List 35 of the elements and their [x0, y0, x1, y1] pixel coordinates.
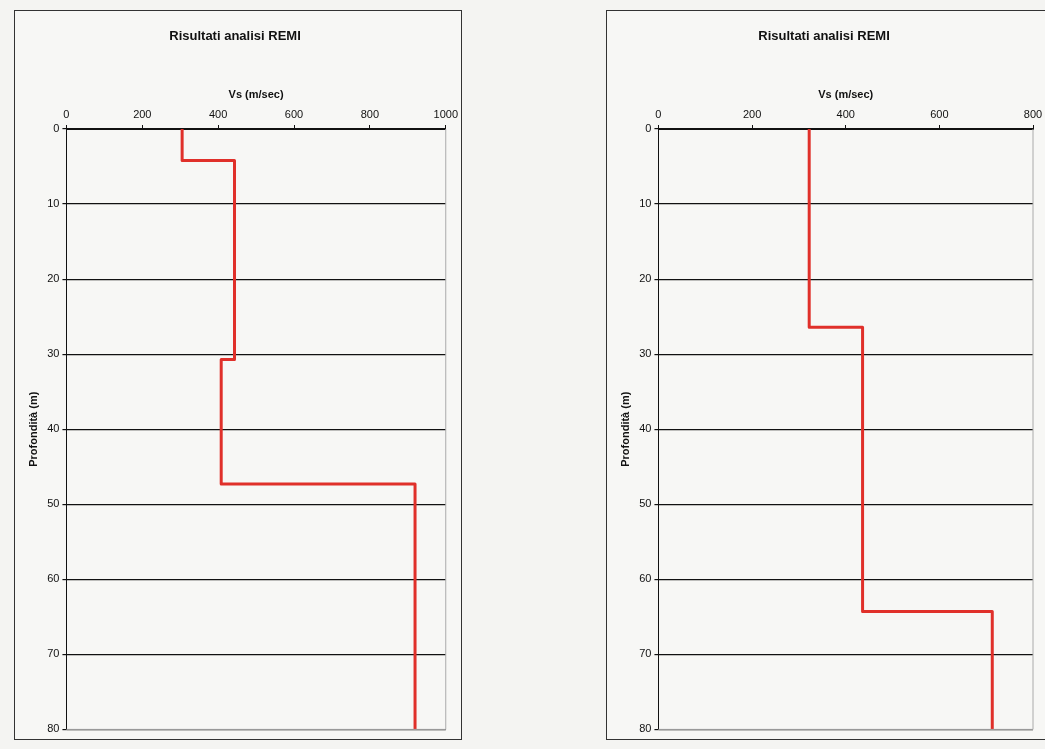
x-tick-label: 800 [1023, 108, 1043, 121]
y-tick-label: 10 [639, 197, 652, 210]
y-tick-label: 50 [47, 497, 60, 510]
y-tick-label: 30 [639, 347, 652, 360]
x-axis-title: Vs (m/sec) [818, 88, 874, 101]
x-tick-label: 400 [208, 108, 228, 121]
y-tick-label: 0 [645, 122, 652, 135]
y-axis-title: Profondità (m) [26, 391, 39, 467]
y-tick-label: 20 [639, 272, 652, 285]
x-tick-label: 200 [133, 108, 152, 121]
y-tick-label: 80 [639, 722, 652, 735]
x-tick-label: 200 [742, 108, 762, 121]
y-tick-label: 40 [47, 422, 60, 435]
y-tick-label: 60 [639, 572, 652, 585]
x-tick-label: 0 [63, 108, 70, 121]
y-tick-label: 50 [639, 497, 652, 510]
y-tick-label: 20 [47, 272, 60, 285]
y-tick-label: 60 [47, 572, 60, 585]
y-tick-label: 70 [639, 647, 652, 660]
x-tick-label: 600 [284, 108, 304, 121]
x-tick-label: 0 [655, 108, 662, 121]
x-axis-title: Vs (m/sec) [228, 88, 284, 101]
y-axis-title: Profondità (m) [618, 391, 631, 467]
y-tick-label: 40 [639, 422, 652, 435]
x-tick-label: 400 [836, 108, 855, 121]
x-tick-label: 600 [930, 108, 949, 121]
y-tick-label: 30 [47, 347, 60, 360]
x-tick-label: 1000 [433, 108, 459, 121]
y-tick-label: 10 [47, 197, 60, 210]
y-tick-label: 0 [53, 122, 60, 135]
chart-title: Risultati analisi REMI [169, 28, 301, 44]
chart-title: Risultati analisi REMI [758, 28, 890, 44]
y-tick-label: 80 [47, 722, 60, 735]
y-tick-label: 70 [47, 647, 60, 660]
x-tick-label: 800 [360, 108, 380, 121]
